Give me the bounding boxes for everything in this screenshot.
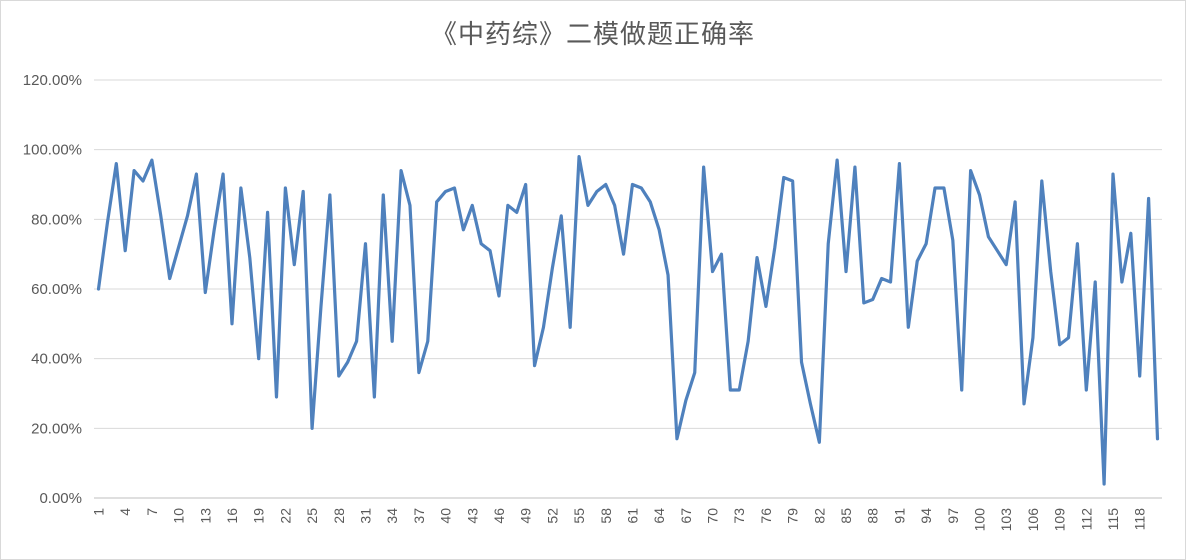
x-tick-label: 22 xyxy=(277,508,293,524)
x-tick-label: 61 xyxy=(624,508,640,524)
x-tick-label: 10 xyxy=(171,508,187,524)
x-tick-label: 13 xyxy=(197,508,213,524)
x-tick-label: 7 xyxy=(144,508,160,516)
x-tick-label: 85 xyxy=(838,508,854,524)
y-tick-label: 120.00% xyxy=(23,72,82,89)
x-tick-label: 37 xyxy=(411,508,427,524)
series-layer xyxy=(96,155,1160,486)
y-tick-label: 40.00% xyxy=(31,351,82,368)
x-tick-label: 28 xyxy=(331,508,347,524)
y-tick-label: 100.00% xyxy=(23,142,82,159)
x-tick-label: 1 xyxy=(91,508,107,516)
x-tick-label: 19 xyxy=(251,508,267,524)
x-tick-label: 67 xyxy=(678,508,694,524)
x-tick-label: 106 xyxy=(1025,508,1041,532)
x-tick-label: 79 xyxy=(785,508,801,524)
x-tick-label: 94 xyxy=(918,508,934,524)
x-tick-label: 34 xyxy=(384,508,400,524)
x-tick-label: 82 xyxy=(811,508,827,524)
y-tick-label: 20.00% xyxy=(31,420,82,437)
x-tick-label: 64 xyxy=(651,508,667,524)
x-tick-label: 115 xyxy=(1105,508,1121,531)
y-tick-label: 80.00% xyxy=(31,211,82,228)
x-tick-label: 58 xyxy=(598,508,614,524)
x-tick-label: 97 xyxy=(945,508,961,524)
x-axis-ticks: 1 4 7 10 13 16 19 22 25 28 31 34 37 40 43 46 49 52 55 58 61 6… xyxy=(91,508,1148,532)
x-tick-label: 55 xyxy=(571,508,587,524)
x-tick-label: 76 xyxy=(758,508,774,524)
x-tick-label: 4 xyxy=(117,508,133,516)
x-tick-label: 91 xyxy=(891,508,907,524)
x-tick-label: 16 xyxy=(224,508,240,524)
gridlines xyxy=(94,79,1162,499)
chart-title: 《中药综》二模做题正确率 xyxy=(430,20,755,50)
x-tick-label: 49 xyxy=(518,508,534,524)
x-tick-label: 70 xyxy=(705,508,721,524)
x-tick-label: 112 xyxy=(1078,508,1094,531)
x-tick-label: 31 xyxy=(357,508,373,524)
y-tick-label: 0.00% xyxy=(39,490,82,507)
series-line xyxy=(96,155,1160,486)
x-tick-label: 88 xyxy=(865,508,881,524)
y-tick-label: 60.00% xyxy=(31,281,82,298)
x-tick-label: 46 xyxy=(491,508,507,524)
y-axis-ticks: 0.00% 20.00% 40.00% 60.00% 80.00% 100.00% 120.… xyxy=(23,72,82,507)
x-tick-label: 25 xyxy=(304,508,320,524)
x-tick-label: 73 xyxy=(731,508,747,524)
x-tick-label: 109 xyxy=(1052,508,1068,532)
x-tick-label: 43 xyxy=(464,508,480,524)
x-tick-label: 118 xyxy=(1132,508,1148,531)
x-tick-label: 103 xyxy=(998,508,1014,532)
x-tick-label: 40 xyxy=(438,508,454,524)
x-tick-label: 52 xyxy=(544,508,560,524)
x-tick-label: 100 xyxy=(972,508,988,532)
